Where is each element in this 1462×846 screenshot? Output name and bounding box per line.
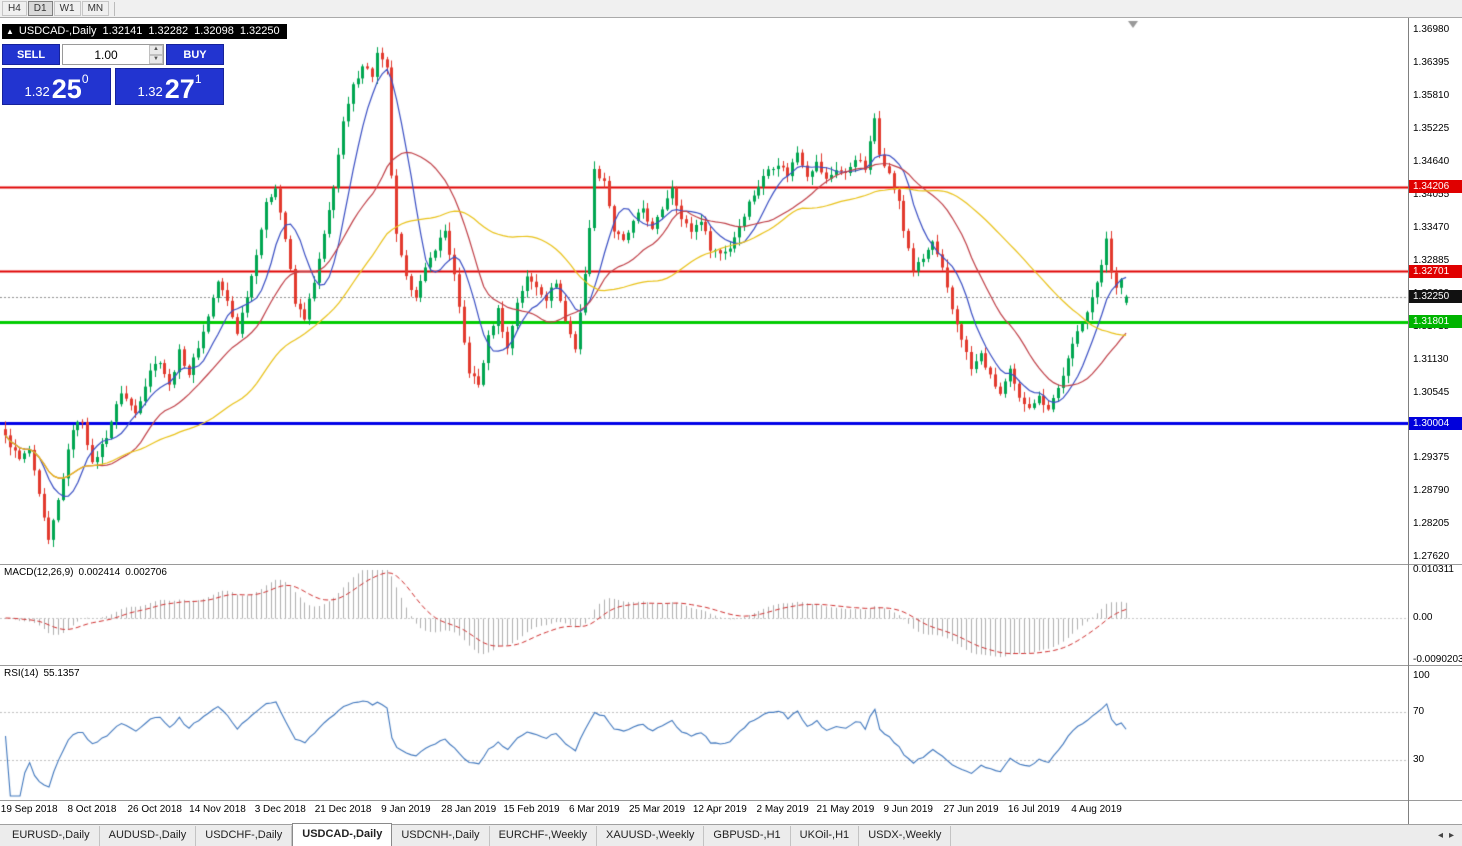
panel-separator (0, 564, 1462, 565)
rsi-panel: RSI(14) 55.1357 (0, 666, 1409, 800)
price-chart-canvas[interactable] (0, 18, 1409, 564)
buy-button[interactable]: BUY (166, 44, 224, 65)
rsi-label: RSI(14) 55.1357 (4, 668, 80, 679)
price-axis-label: 1.31130 (1413, 353, 1449, 365)
price-axis-label: 1.36980 (1413, 24, 1450, 36)
rsi-axis-label: 100 (1413, 670, 1430, 681)
ohlc-high: 1.32282 (148, 25, 189, 37)
timeframe-toolbar: H4 D1 W1 MN (0, 0, 1462, 18)
price-axis-label: 1.30545 (1413, 386, 1450, 398)
macd-axis-label: 0.00 (1413, 612, 1433, 623)
tab-usdx-weekly[interactable]: USDX-,Weekly (859, 826, 952, 846)
time-axis-label: 6 Mar 2019 (568, 804, 620, 815)
time-axis-label: 9 Jan 2019 (381, 804, 431, 815)
tab-eurusd-daily[interactable]: EURUSD-,Daily (3, 826, 100, 846)
time-axis-label: 14 Nov 2018 (189, 804, 246, 815)
price-axis[interactable]: 1.36980 1.36395 1.35810 1.35225 1.34640 1.340… (1408, 18, 1462, 824)
time-axis-label: 2 May 2019 (756, 804, 809, 815)
one-click-trading-panel: SELL ▲ ▼ BUY 1.32 25 0 1.32 (2, 44, 224, 105)
chart-tab-bar: EURUSD-,Daily AUDUSD-,Daily USDCHF-,Daily U… (0, 823, 1462, 846)
price-tag: 1.30004 (1409, 416, 1462, 430)
volume-control: ▲ ▼ (62, 44, 164, 65)
price-axis-label: 1.35225 (1413, 123, 1450, 135)
tab-usdchf-daily[interactable]: USDCHF-,Daily (196, 826, 293, 846)
tab-scroll-left-icon[interactable]: ◂ (1437, 830, 1443, 841)
buy-price-prefix: 1.32 (137, 84, 163, 99)
price-axis-label: 1.28205 (1413, 518, 1450, 530)
macd-axis-label: -0.0090203 (1413, 654, 1462, 665)
price-tag: 1.32250 (1409, 290, 1462, 304)
macd-panel: MACD(12,26,9) 0.002414 0.002706 (0, 565, 1409, 665)
tab-audusd-daily[interactable]: AUDUSD-,Daily (100, 826, 197, 846)
rsi-axis-label: 70 (1413, 706, 1425, 717)
macd-axis-label: 0.010311 (1413, 564, 1454, 575)
panel-separator (0, 800, 1462, 801)
rsi-chart-canvas[interactable] (0, 666, 1409, 800)
tab-ukoil-h1[interactable]: UKOil-,H1 (791, 826, 860, 846)
timeframe-w1[interactable]: W1 (53, 1, 81, 16)
time-axis-label: 26 Oct 2018 (127, 804, 182, 815)
volume-input[interactable] (63, 45, 149, 64)
price-axis-label: 1.27620 (1413, 551, 1450, 563)
time-axis-label: 27 Jun 2019 (943, 804, 999, 815)
toolbar-separator (114, 1, 116, 16)
time-axis-label: 12 Apr 2019 (692, 804, 747, 815)
panel-separator (0, 665, 1462, 666)
tab-eurchf-weekly[interactable]: EURCHF-,Weekly (490, 826, 597, 846)
ohlc-close: 1.32250 (239, 25, 280, 37)
time-axis-label: 9 Jun 2019 (883, 804, 933, 815)
timeframe-mn[interactable]: MN (81, 1, 110, 16)
time-axis-label: 15 Feb 2019 (503, 804, 560, 815)
buy-price-point: 1 (194, 72, 202, 86)
price-tag: 1.32701 (1409, 264, 1462, 278)
macd-chart-canvas[interactable] (0, 565, 1409, 665)
price-axis-label: 1.28790 (1413, 485, 1450, 497)
chart-window: ▲ USDCAD-,Daily 1.32141 1.32282 1.32098 … (0, 18, 1462, 824)
timeframe-d1[interactable]: D1 (27, 1, 53, 16)
volume-down-button[interactable]: ▼ (149, 54, 163, 64)
price-axis-label: 1.35810 (1413, 90, 1450, 102)
tab-scroll-right-icon[interactable]: ▸ (1448, 830, 1454, 841)
time-axis-label: 8 Oct 2018 (67, 804, 117, 815)
time-axis-label: 16 Jul 2019 (1007, 804, 1060, 815)
price-chart-panel: ▲ USDCAD-,Daily 1.32141 1.32282 1.32098 … (0, 18, 1409, 564)
price-axis-label: 1.33470 (1413, 221, 1450, 233)
tab-usdcad-daily[interactable]: USDCAD-,Daily (292, 823, 393, 846)
volume-up-button[interactable]: ▲ (149, 45, 163, 55)
buy-price-pips: 27 (164, 74, 195, 104)
chart-symbol-period: USDCAD-,Daily (18, 25, 97, 37)
time-axis-label: 21 Dec 2018 (314, 804, 372, 815)
sell-button[interactable]: SELL (2, 44, 60, 65)
time-axis-label: 19 Sep 2018 (0, 804, 58, 815)
one-click-collapse-icon[interactable]: ▲ (6, 27, 14, 36)
sell-price-point: 0 (81, 72, 89, 86)
time-axis-label: 28 Jan 2019 (441, 804, 497, 815)
price-axis-label: 1.29375 (1413, 452, 1450, 464)
chart-title-bar: ▲ USDCAD-,Daily 1.32141 1.32282 1.32098 … (2, 24, 287, 39)
sell-price-button[interactable]: 1.32 25 0 (2, 68, 111, 105)
buy-price-button[interactable]: 1.32 27 1 (115, 68, 224, 105)
ohlc-open: 1.32141 (102, 25, 143, 37)
price-tag: 1.31801 (1409, 315, 1462, 329)
sell-price-pips: 25 (51, 74, 82, 104)
timeframe-h4[interactable]: H4 (2, 1, 27, 16)
price-axis-label: 1.36395 (1413, 57, 1450, 69)
price-tag: 1.34206 (1409, 180, 1462, 194)
sell-price-prefix: 1.32 (24, 84, 50, 99)
tab-usdcnh-daily[interactable]: USDCNH-,Daily (392, 826, 490, 846)
price-axis-label: 1.34640 (1413, 156, 1450, 168)
macd-label: MACD(12,26,9) 0.002414 0.002706 (4, 567, 167, 578)
time-axis-label: 3 Dec 2018 (254, 804, 306, 815)
price-axis-label: 1.32885 (1413, 254, 1450, 266)
time-axis-label: 4 Aug 2019 (1071, 804, 1122, 815)
time-axis-label: 25 Mar 2019 (628, 804, 686, 815)
tab-gbpusd-h1[interactable]: GBPUSD-,H1 (704, 826, 791, 846)
time-axis[interactable]: 19 Sep 2018 8 Oct 2018 26 Oct 2018 14 Nov 2… (0, 801, 1409, 818)
tab-xauusd-weekly[interactable]: XAUUSD-,Weekly (597, 826, 705, 846)
rsi-axis-label: 30 (1413, 754, 1425, 765)
price-axis-label: 1.34055 (1413, 189, 1450, 201)
time-axis-label: 21 May 2019 (816, 804, 875, 815)
ohlc-low: 1.32098 (194, 25, 234, 37)
